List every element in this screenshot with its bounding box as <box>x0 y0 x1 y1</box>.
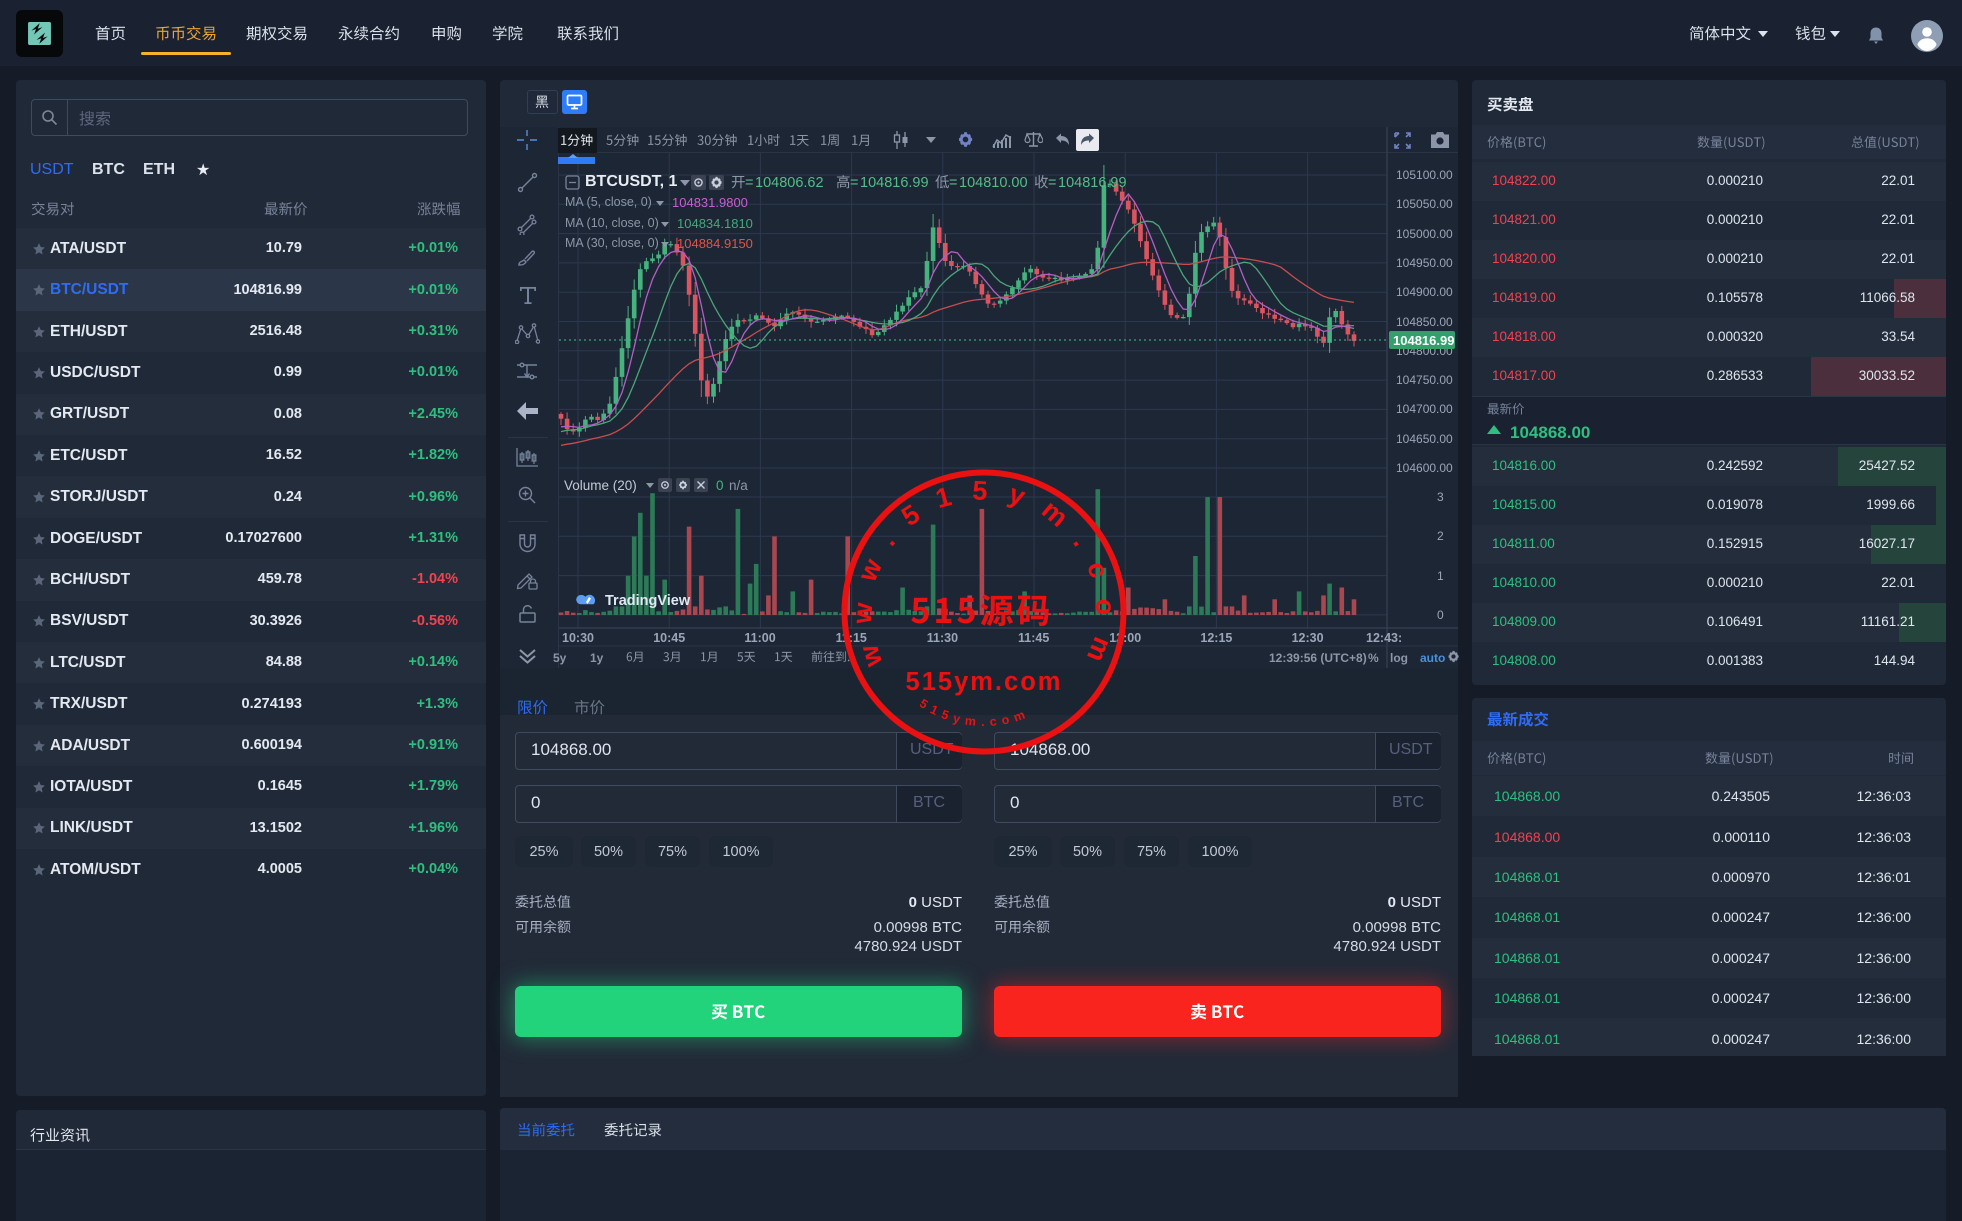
svg-text:515ym.com: 515ym.com <box>917 696 1032 729</box>
svg-text:515ym.com: 515ym.com <box>906 668 1063 696</box>
